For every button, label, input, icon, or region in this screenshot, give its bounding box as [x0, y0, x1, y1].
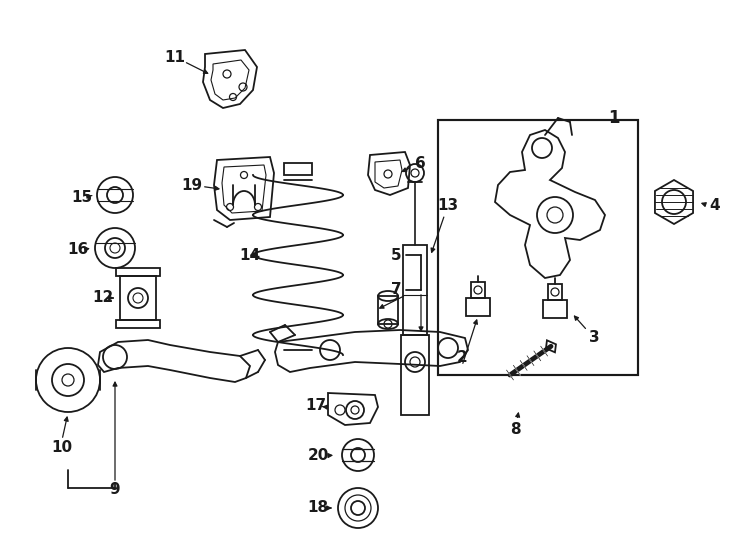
Text: 4: 4 — [710, 198, 720, 213]
Bar — [116, 320, 160, 328]
Bar — [438, 120, 638, 375]
Bar — [403, 245, 427, 335]
Text: 8: 8 — [509, 422, 520, 437]
Text: 7: 7 — [390, 282, 401, 298]
Bar — [116, 268, 160, 276]
Text: 19: 19 — [181, 178, 203, 192]
Bar — [548, 284, 562, 300]
Text: 2: 2 — [457, 350, 468, 366]
Bar — [543, 300, 567, 318]
Text: 18: 18 — [308, 501, 329, 516]
Bar — [120, 276, 156, 320]
Text: 15: 15 — [71, 190, 92, 205]
Bar — [401, 335, 429, 415]
Bar — [466, 298, 490, 316]
Text: 1: 1 — [608, 109, 619, 127]
Text: 14: 14 — [239, 247, 261, 262]
Text: 9: 9 — [109, 483, 120, 497]
Bar — [284, 163, 312, 175]
Bar — [378, 296, 398, 324]
Text: 6: 6 — [415, 156, 426, 171]
Text: 5: 5 — [390, 247, 401, 262]
Polygon shape — [546, 340, 556, 352]
Text: 12: 12 — [92, 291, 114, 306]
Text: 16: 16 — [68, 242, 89, 258]
Text: 11: 11 — [164, 50, 186, 64]
Text: 13: 13 — [437, 198, 459, 213]
Bar — [471, 282, 485, 298]
Text: 20: 20 — [308, 449, 329, 463]
Text: 3: 3 — [589, 330, 600, 346]
Text: 10: 10 — [51, 441, 73, 456]
Text: 17: 17 — [305, 399, 327, 414]
